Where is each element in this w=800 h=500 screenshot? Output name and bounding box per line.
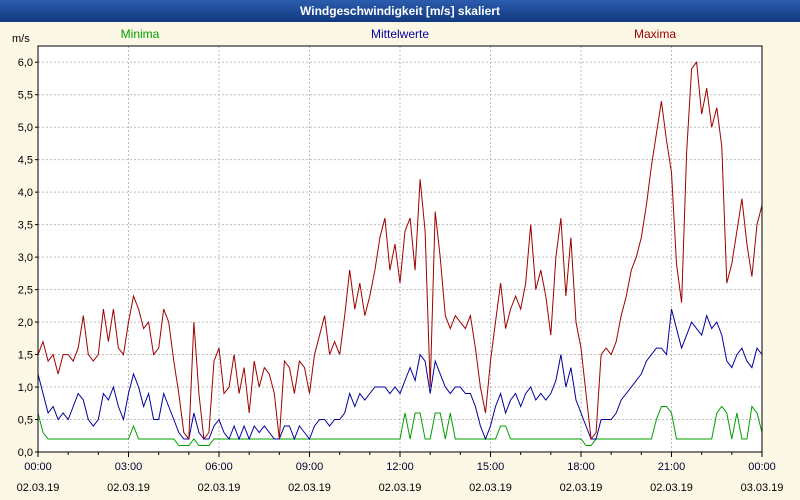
y-tick-label: 2,5 xyxy=(18,285,33,297)
x-tick-time: 00:00 xyxy=(24,461,52,473)
y-tick-label: 0,0 xyxy=(18,447,33,459)
legend-maxima: Maxima xyxy=(634,27,676,41)
y-tick-label: 2,0 xyxy=(18,317,33,329)
y-tick-label: 5,5 xyxy=(18,90,33,102)
legend-mittelwerte: Mittelwerte xyxy=(371,27,429,41)
x-tick-date: 02.03.19 xyxy=(107,482,150,494)
y-tick-label: 6,0 xyxy=(18,57,33,69)
x-tick-date: 02.03.19 xyxy=(469,482,512,494)
y-tick-label: 3,5 xyxy=(18,220,33,232)
y-tick-label: 3,0 xyxy=(18,252,33,264)
y-tick-label: 4,0 xyxy=(18,187,33,199)
x-tick-date: 02.03.19 xyxy=(17,482,60,494)
x-tick-date: 02.03.19 xyxy=(198,482,241,494)
x-tick-time: 09:00 xyxy=(296,461,324,473)
plot-border xyxy=(37,45,763,453)
series-line-maxima xyxy=(37,60,763,441)
wind-speed-chart: 0,0 0,5 1,0 1,5 2,0 2,5 3,0 3,5 4,0 4,5 5,0 5,5 6,0 0… xyxy=(12,27,784,494)
legend-minima: Minima xyxy=(121,27,160,41)
x-tick-time: 00:00 xyxy=(748,461,776,473)
series-line-minima xyxy=(37,405,763,446)
x-tick-time: 03:00 xyxy=(115,461,143,473)
x-tick-time: 15:00 xyxy=(477,461,505,473)
x-tick-time: 06:00 xyxy=(205,461,233,473)
x-tick-time: 18:00 xyxy=(567,461,595,473)
plot-background xyxy=(38,46,762,452)
x-tick-time: 12:00 xyxy=(386,461,414,473)
window-title-bar: Windgeschwindigkeit [m/s] skaliert xyxy=(0,0,800,22)
y-tick-label: 4,5 xyxy=(18,155,33,167)
x-tick-date: 03.03.19 xyxy=(741,482,784,494)
chart-title: Windgeschwindigkeit [m/s] skaliert xyxy=(300,4,500,18)
x-tick-time: 21:00 xyxy=(658,461,686,473)
x-tick-date: 02.03.19 xyxy=(560,482,603,494)
y-tick-label: 5,0 xyxy=(18,122,33,134)
y-tick-label: 1,0 xyxy=(18,382,33,394)
series-line-mittelwerte xyxy=(37,308,763,441)
x-tick-date: 02.03.19 xyxy=(379,482,422,494)
y-tick-label: 1,5 xyxy=(18,350,33,362)
x-tick-date: 02.03.19 xyxy=(650,482,693,494)
x-tick-date: 02.03.19 xyxy=(288,482,331,494)
y-tick-label: 0,5 xyxy=(18,415,33,427)
y-axis-unit-label: m/s xyxy=(12,33,30,45)
